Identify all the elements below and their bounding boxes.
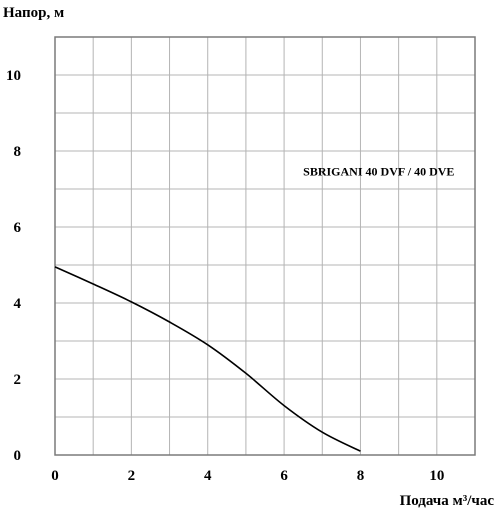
- x-tick-label: 10: [429, 468, 444, 484]
- x-tick-label: 8: [357, 468, 365, 484]
- y-tick-label: 10: [6, 68, 21, 84]
- x-tick-label: 4: [204, 468, 212, 484]
- series-layer: SBRIGANI 40 DVF / 40 DVE: [54, 165, 454, 452]
- x-tick-label: 0: [51, 468, 59, 484]
- y-axis-title: Напор, м: [3, 5, 64, 21]
- y-tick-label: 8: [14, 144, 22, 160]
- y-tick-label: 0: [14, 448, 22, 464]
- series-label: SBRIGANI 40 DVF / 40 DVE: [303, 165, 454, 179]
- grid: [55, 37, 475, 455]
- x-tick-label: 2: [128, 468, 136, 484]
- y-tick-label: 6: [14, 220, 22, 236]
- y-tick-label: 4: [14, 296, 22, 312]
- x-axis-title: Подача м³/час: [400, 493, 495, 508]
- series-line: [54, 266, 361, 452]
- x-tick-label: 6: [280, 468, 288, 484]
- tick-labels: 0 2 4 6 8 10 0 2 4 6 8 10: [6, 68, 444, 484]
- y-tick-label: 2: [14, 372, 22, 388]
- plot-frame: [54, 36, 476, 456]
